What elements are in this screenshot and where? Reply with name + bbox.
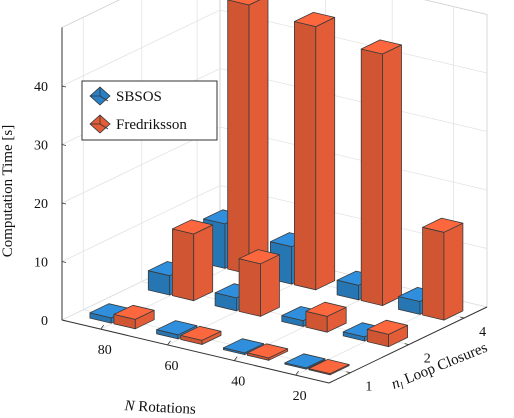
bar-fredriksson-n60-l2 <box>238 249 280 317</box>
n-tick-mark <box>404 343 409 346</box>
x-tick-label: 60 <box>164 359 178 374</box>
y-tick-label: 30 <box>34 139 48 154</box>
bar-top-face <box>113 304 155 320</box>
n-tick-label: 4 <box>479 325 486 340</box>
bar-top-face <box>422 217 464 233</box>
bar-top-face <box>366 319 409 335</box>
bar-front-face <box>227 0 250 275</box>
bar-top-face <box>284 353 326 369</box>
x-tick-label: 80 <box>98 343 112 358</box>
bar-sbsos-n20-l1 <box>284 353 326 370</box>
bar-top-face <box>360 39 402 55</box>
y-tick-mark <box>61 144 67 146</box>
n-tick-mark <box>459 316 465 319</box>
n-tick-label: 2 <box>424 352 431 367</box>
n-axis-label: nl Loop Closures <box>389 340 490 395</box>
legend-swatch-sbsos <box>89 86 111 106</box>
bar-front-face <box>422 226 445 321</box>
n-tick-mark <box>346 371 351 374</box>
bar-top-face <box>171 219 214 235</box>
x-tick-mark <box>295 370 299 376</box>
legend-swatch-sbsos-lines <box>90 87 109 102</box>
bar-fredriksson-n40-l2 <box>305 301 347 333</box>
n-axis-line <box>328 306 488 384</box>
bar-fredriksson-n80-l1 <box>113 304 155 330</box>
y-axis-label: Computation Time [s] <box>0 125 16 258</box>
bar-side-face <box>443 222 464 321</box>
bar-fredriksson-n80-l4 <box>227 0 269 275</box>
legend-label-fredriksson: Fredriksson <box>116 117 187 133</box>
bar-fredriksson-n60-l1 <box>180 325 222 345</box>
bar-fredriksson-n40-l1 <box>246 343 289 361</box>
bar-top-face <box>308 358 350 375</box>
bar-side-face <box>382 44 402 307</box>
x-tick-label: 40 <box>231 375 245 390</box>
y-tick-label: 10 <box>34 256 48 271</box>
n-tick-label: 1 <box>365 380 372 395</box>
bar-top-face <box>180 325 222 341</box>
n-axis-label-text: Loop Closures <box>402 340 490 388</box>
y-tick-mark <box>61 319 67 322</box>
bar-top-face <box>305 301 347 317</box>
back-planes <box>61 0 488 321</box>
legend: SBSOS Fredriksson <box>81 80 218 141</box>
bar-top-face <box>246 343 289 359</box>
y-tick-mark <box>61 261 67 263</box>
bar-fredriksson-n20-l1 <box>308 358 350 376</box>
legend-swatch-fredriksson <box>89 114 111 134</box>
bar-fredriksson-n60-l4 <box>293 11 336 291</box>
bar-side-face <box>260 254 280 317</box>
bar-front-face <box>360 48 383 307</box>
bar-front-face <box>238 258 261 317</box>
x-axis-label-text: Rotations <box>134 399 196 418</box>
bar-side-face <box>315 16 336 291</box>
x-axis-label: N Rotations <box>123 398 196 418</box>
bar-fredriksson-n20-l2 <box>366 319 409 348</box>
bar-fredriksson-n40-l4 <box>360 39 402 307</box>
bars <box>89 0 464 376</box>
x-tick-mark <box>100 324 105 330</box>
bar-top-face <box>238 249 280 265</box>
bar-front-face <box>171 228 195 302</box>
y-tick-label: 40 <box>34 80 48 95</box>
n-axis-label-sub: l <box>399 381 406 392</box>
bar-top-face <box>227 0 261 6</box>
bar-top-face <box>222 338 265 354</box>
legend-swatch-fredriksson-lines <box>90 115 109 130</box>
bar-fredriksson-n80-l2 <box>171 219 214 302</box>
y-tick-mark <box>61 85 67 88</box>
y-tick-mark <box>61 202 67 205</box>
x-tick-mark <box>233 356 238 361</box>
bar-top-face <box>293 11 336 28</box>
x-axis-label-var: N <box>123 398 136 415</box>
y-tick-label: 20 <box>34 197 48 212</box>
bar-front-face <box>293 21 317 291</box>
x-tick-label: 20 <box>293 389 307 404</box>
x-tick-mark <box>167 340 171 346</box>
bar-fredriksson-n20-l4 <box>422 217 464 321</box>
bar-top-face <box>156 320 198 336</box>
bar-side-face <box>248 0 269 275</box>
legend-label-sbsos: SBSOS <box>116 89 162 105</box>
y-tick-label: 0 <box>41 314 48 329</box>
x-axis-line <box>61 319 330 384</box>
bar-side-face <box>193 224 214 302</box>
axes <box>61 27 488 384</box>
